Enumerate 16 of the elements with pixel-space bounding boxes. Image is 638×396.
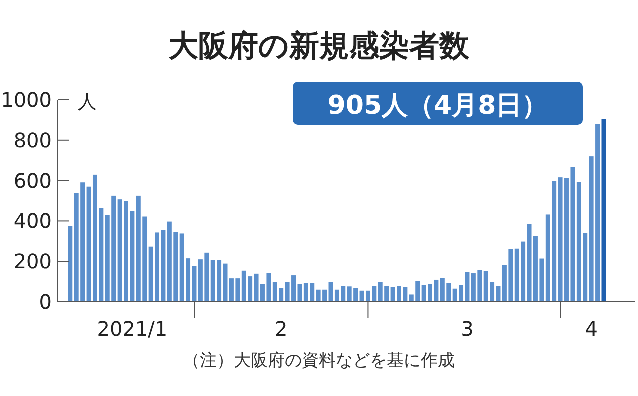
x-tick-label: 4	[585, 317, 598, 341]
x-tick-label: 2021/1	[97, 317, 168, 341]
y-tick-label: 800	[14, 128, 52, 152]
y-axis-title: 人	[78, 91, 97, 113]
y-tick-label: 200	[14, 250, 52, 274]
text: （注）大阪府の資料などを基に作成	[183, 351, 455, 371]
bar	[602, 119, 606, 302]
y-tick-label: 400	[14, 209, 52, 234]
bar	[68, 226, 73, 302]
annotation: 905人（4月8日）	[328, 91, 548, 121]
chart-title: 大阪府の新規感染者数	[168, 29, 470, 64]
x-tick-label: 2	[274, 317, 288, 341]
y-tick-label: 600	[14, 168, 52, 193]
y-tick-label: 1000	[1, 88, 52, 112]
y-tick-label: 0	[39, 290, 52, 314]
x-tick-label: 3	[461, 317, 474, 341]
